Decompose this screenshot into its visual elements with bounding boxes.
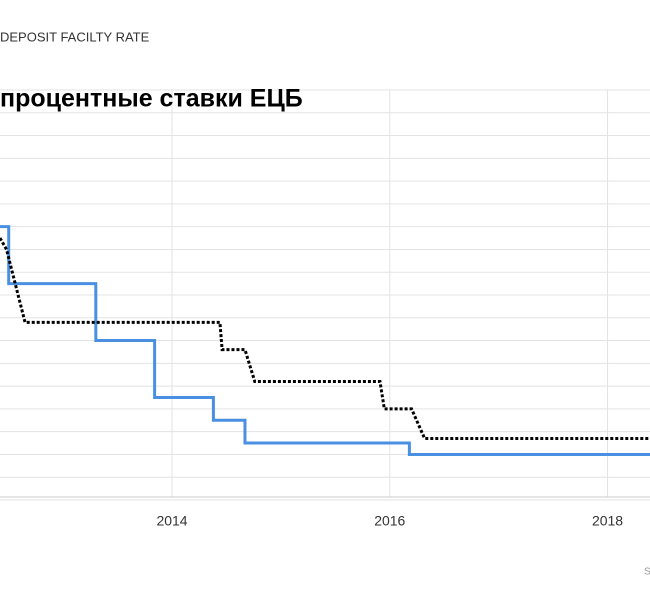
x-tick-label: 2016 (374, 513, 405, 529)
source: S (644, 567, 650, 578)
x-tick-label: 2014 (156, 513, 187, 529)
x-tick-label: 2018 (592, 513, 623, 529)
series-line (0, 237, 650, 440)
series-line (0, 225, 650, 456)
chart-title: процентные ставки ЕЦБ (0, 85, 303, 113)
legend-header: DEPOSIT FACILTY RATE (0, 29, 150, 44)
